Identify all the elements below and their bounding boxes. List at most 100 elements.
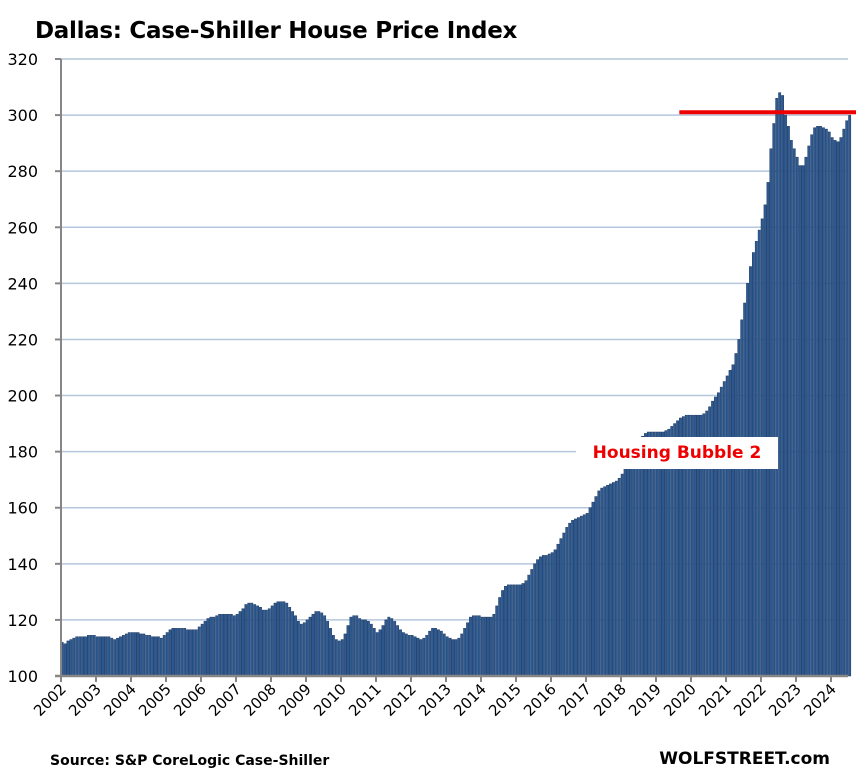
bar <box>189 629 192 677</box>
bar <box>235 614 239 677</box>
bar <box>256 605 259 677</box>
bar <box>816 126 819 677</box>
x-tick-label: 2004 <box>100 680 140 720</box>
bar <box>769 148 773 677</box>
x-tick-label: 2012 <box>380 680 420 720</box>
bars <box>60 92 852 677</box>
y-tick-label: 200 <box>7 387 38 406</box>
bar <box>404 633 408 677</box>
bar <box>276 601 280 677</box>
y-tick-label: 220 <box>7 330 38 349</box>
bar <box>84 636 87 677</box>
bar <box>784 114 787 677</box>
bar <box>451 639 455 677</box>
bar <box>568 522 572 677</box>
bar <box>766 182 770 677</box>
bar <box>463 628 467 677</box>
bar <box>171 628 175 677</box>
bar <box>262 609 265 677</box>
bar <box>518 584 522 677</box>
bar <box>101 636 105 677</box>
bar <box>157 636 160 677</box>
x-tick-label: 2017 <box>555 680 595 720</box>
bar <box>410 635 414 677</box>
bar <box>746 283 749 677</box>
bar <box>197 626 201 677</box>
bar <box>320 612 324 677</box>
bar <box>200 623 204 677</box>
bar <box>72 637 76 677</box>
bar <box>562 532 566 677</box>
bar <box>95 636 99 677</box>
bar <box>273 602 277 677</box>
bar <box>641 435 644 677</box>
bar <box>89 635 93 677</box>
bar <box>224 614 227 677</box>
bar <box>133 632 137 677</box>
bar <box>728 370 732 677</box>
bar <box>588 507 592 677</box>
chart-title: Dallas: Case-Shiller House Price Index <box>35 18 518 44</box>
y-tick-label: 240 <box>7 274 38 293</box>
bar <box>232 615 236 677</box>
bar <box>107 636 111 677</box>
bar <box>396 625 399 677</box>
bar <box>305 619 309 677</box>
bar <box>830 137 834 677</box>
bar <box>629 457 633 677</box>
x-tick-label: 2022 <box>730 680 770 720</box>
bar <box>501 590 504 677</box>
bar <box>737 339 741 677</box>
bar <box>507 584 510 677</box>
x-tick-label: 2008 <box>240 680 280 720</box>
bar <box>638 440 642 677</box>
bar <box>413 636 417 677</box>
bar <box>623 468 627 677</box>
bar <box>174 628 178 677</box>
bar <box>819 126 822 677</box>
x-tick-label: 2010 <box>310 680 350 720</box>
bar <box>66 640 70 677</box>
bar <box>620 473 624 677</box>
bar <box>743 302 747 677</box>
bar <box>524 580 528 677</box>
bar <box>393 621 397 677</box>
bar <box>582 514 586 677</box>
bar <box>183 628 187 677</box>
bar <box>104 636 108 677</box>
bar <box>597 490 601 677</box>
x-tick-label: 2011 <box>345 680 385 720</box>
x-tick-label: 2020 <box>660 680 700 720</box>
bar <box>367 621 370 677</box>
bar <box>492 614 496 677</box>
bar <box>594 496 598 677</box>
bar <box>244 604 248 677</box>
bar <box>422 637 426 677</box>
bar <box>148 635 152 677</box>
y-tick-label: 140 <box>7 555 38 574</box>
bar <box>749 266 752 677</box>
bar <box>842 128 846 677</box>
x-tick-label: 2005 <box>135 680 175 720</box>
bar <box>250 602 254 677</box>
bar <box>848 114 852 677</box>
bar <box>355 615 359 677</box>
bar <box>600 487 604 677</box>
bar <box>591 501 595 677</box>
bar <box>431 628 434 677</box>
y-tick-label: 100 <box>7 667 38 686</box>
bar <box>69 639 73 677</box>
bar <box>81 636 84 677</box>
bar <box>238 611 242 677</box>
x-tick-labels: 2002200320042005200620072008200920102011… <box>30 680 840 720</box>
bar <box>807 145 811 677</box>
bar <box>253 604 257 677</box>
bar <box>317 611 321 677</box>
x-tick-label: 2006 <box>170 680 210 720</box>
y-tick-label: 180 <box>7 443 38 462</box>
bar <box>775 98 779 677</box>
bar <box>113 639 117 677</box>
bar <box>247 602 251 677</box>
bar <box>542 555 545 677</box>
